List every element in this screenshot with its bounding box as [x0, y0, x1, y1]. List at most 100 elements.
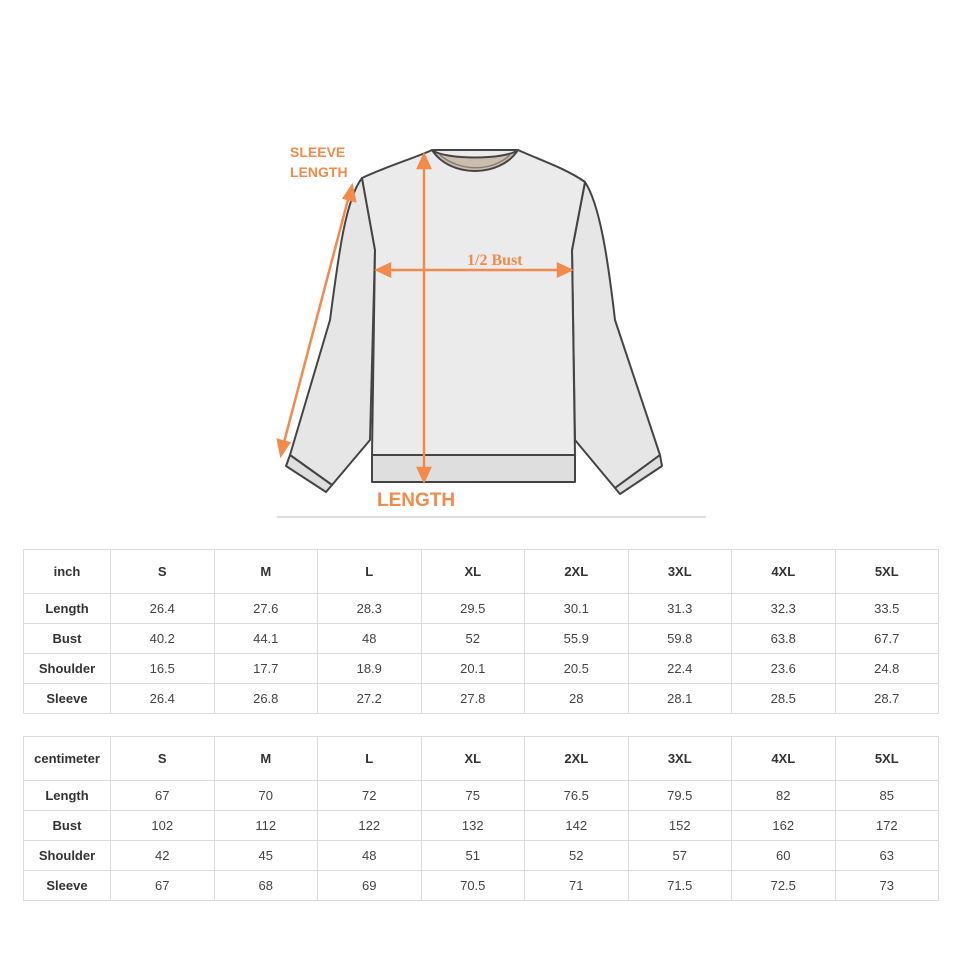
- measurement-value: 26.4: [110, 683, 215, 714]
- unit-label: inch: [23, 549, 111, 594]
- measurement-value: 68: [213, 870, 318, 901]
- measurement-value: 132: [420, 810, 525, 841]
- measurement-value: 172: [834, 810, 939, 841]
- measurement-arrows: [276, 152, 574, 484]
- measurement-value: 71: [524, 870, 629, 901]
- measurement-value: 48: [317, 840, 422, 871]
- measurement-value: 72.5: [731, 870, 836, 901]
- measurement-label: Bust: [23, 810, 111, 841]
- measurement-value: 60: [731, 840, 836, 871]
- measurement-label: Shoulder: [23, 840, 111, 871]
- measurement-value: 28: [524, 683, 629, 714]
- sweater-illustration: [285, 149, 663, 495]
- measurement-value: 48: [317, 623, 422, 654]
- measurement-value: 79.5: [627, 780, 732, 811]
- table-row: Bust 102 112 122 132 142 152 162 172: [23, 810, 939, 841]
- measurement-value: 40.2: [110, 623, 215, 654]
- measurement-value: 29.5: [420, 593, 525, 624]
- measurement-value: 67: [110, 780, 215, 811]
- measurement-value: 28.5: [731, 683, 836, 714]
- measurement-value: 55.9: [524, 623, 629, 654]
- measurement-value: 26.8: [213, 683, 318, 714]
- table-header-row: inch S M L XL 2XL 3XL 4XL 5XL: [23, 549, 939, 594]
- measurement-value: 122: [317, 810, 422, 841]
- size-header: 3XL: [627, 549, 732, 594]
- measurement-value: 20.5: [524, 653, 629, 684]
- sleeve-length-label-line2: LENGTH: [290, 164, 348, 180]
- sleeve-length-label-line1: SLEEVE: [290, 144, 345, 160]
- size-header: S: [110, 549, 215, 594]
- measurement-value: 63.8: [731, 623, 836, 654]
- measurement-value: 69: [317, 870, 422, 901]
- measurement-value: 16.5: [110, 653, 215, 684]
- measurement-value: 17.7: [213, 653, 318, 684]
- table-row: Sleeve 26.4 26.8 27.2 27.8 28 28.1 28.5 28.7: [23, 683, 939, 714]
- size-header: S: [110, 736, 215, 781]
- measurement-label: Shoulder: [23, 653, 111, 684]
- measurement-value: 44.1: [213, 623, 318, 654]
- measurement-value: 18.9: [317, 653, 422, 684]
- measurement-value: 75: [420, 780, 525, 811]
- measurement-value: 70.5: [420, 870, 525, 901]
- measurement-value: 20.1: [420, 653, 525, 684]
- measurement-label: Length: [23, 593, 111, 624]
- half-bust-label: 1/2 Bust: [467, 252, 523, 269]
- table-row: Length 26.4 27.6 28.3 29.5 30.1 31.3 32.3 33.5: [23, 593, 939, 624]
- unit-label: centimeter: [23, 736, 111, 781]
- measurement-value: 52: [420, 623, 525, 654]
- size-header: 3XL: [627, 736, 732, 781]
- size-header: 5XL: [834, 736, 939, 781]
- sweater-measurement-diagram: SLEEVE LENGTH 1/2 Bust LENGTH: [276, 144, 706, 518]
- size-header: 5XL: [834, 549, 939, 594]
- measurement-value: 71.5: [627, 870, 732, 901]
- measurement-value: 59.8: [627, 623, 732, 654]
- measurement-value: 22.4: [627, 653, 732, 684]
- size-header: M: [213, 549, 318, 594]
- measurement-value: 24.8: [834, 653, 939, 684]
- table-row: Sleeve 67 68 69 70.5 71 71.5 72.5 73: [23, 870, 939, 901]
- measurement-value: 67: [110, 870, 215, 901]
- measurement-label: Bust: [23, 623, 111, 654]
- measurement-value: 73: [834, 870, 939, 901]
- measurement-value: 45: [213, 840, 318, 871]
- measurement-value: 42: [110, 840, 215, 871]
- measurement-value: 30.1: [524, 593, 629, 624]
- size-header: XL: [420, 549, 525, 594]
- measurement-value: 112: [213, 810, 318, 841]
- measurement-label: Length: [23, 780, 111, 811]
- measurement-value: 63: [834, 840, 939, 871]
- table-row: Bust 40.2 44.1 48 52 55.9 59.8 63.8 67.7: [23, 623, 939, 654]
- size-header: 4XL: [731, 549, 836, 594]
- size-header: XL: [420, 736, 525, 781]
- table-row: Length 67 70 72 75 76.5 79.5 82 85: [23, 780, 939, 811]
- size-header: 2XL: [524, 549, 629, 594]
- measurement-value: 32.3: [731, 593, 836, 624]
- size-header: L: [317, 736, 422, 781]
- size-header: 4XL: [731, 736, 836, 781]
- measurement-value: 31.3: [627, 593, 732, 624]
- table-row: Shoulder 42 45 48 51 52 57 60 63: [23, 840, 939, 871]
- measurement-value: 102: [110, 810, 215, 841]
- measurement-label: Sleeve: [23, 870, 111, 901]
- measurement-value: 23.6: [731, 653, 836, 684]
- measurement-value: 52: [524, 840, 629, 871]
- measurement-value: 27.8: [420, 683, 525, 714]
- measurement-value: 26.4: [110, 593, 215, 624]
- measurement-value: 152: [627, 810, 732, 841]
- measurement-value: 162: [731, 810, 836, 841]
- measurement-value: 142: [524, 810, 629, 841]
- length-label: LENGTH: [377, 490, 455, 511]
- size-header: M: [213, 736, 318, 781]
- measurement-value: 28.3: [317, 593, 422, 624]
- size-table-inch: inch S M L XL 2XL 3XL 4XL 5XL Length 26.4 27.6 28.3 2…: [23, 549, 939, 714]
- measurement-value: 76.5: [524, 780, 629, 811]
- table-row: Shoulder 16.5 17.7 18.9 20.1 20.5 22.4 23.6 24.8: [23, 653, 939, 684]
- size-header: 2XL: [524, 736, 629, 781]
- measurement-value: 33.5: [834, 593, 939, 624]
- measurement-value: 70: [213, 780, 318, 811]
- size-header: L: [317, 549, 422, 594]
- measurement-value: 27.6: [213, 593, 318, 624]
- measurement-value: 28.7: [834, 683, 939, 714]
- measurement-value: 72: [317, 780, 422, 811]
- measurement-value: 27.2: [317, 683, 422, 714]
